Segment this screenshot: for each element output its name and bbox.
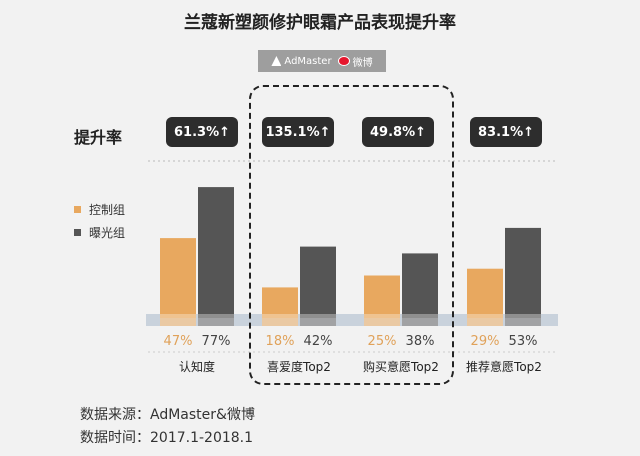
bar-base-exposed-0	[198, 314, 234, 326]
bar-base-control-0	[160, 314, 196, 326]
data-label-exposed-0: 77%	[202, 334, 231, 349]
weibo-logo: 微博	[337, 54, 373, 69]
data-label-exposed-2: 38%	[406, 334, 435, 349]
admaster-logo-text: AdMaster	[284, 55, 332, 67]
bar-base-control-3	[467, 314, 503, 326]
bar-control-3	[467, 268, 503, 318]
chart-title: 兰蔻新塑颜修护眼霜产品表现提升率	[184, 13, 456, 33]
data-label-exposed-1: 42%	[304, 334, 333, 349]
lift-badge-2: 49.8%↑	[362, 117, 434, 147]
category-label-2: 购买意愿Top2	[363, 359, 439, 374]
data-source-line: 数据来源：AdMaster&微博	[80, 407, 255, 423]
data-label-exposed-3: 53%	[509, 334, 538, 349]
legend-label-exposed: 曝光组	[89, 226, 126, 240]
category-label-0: 认知度	[179, 359, 215, 374]
admaster-mark-icon	[271, 56, 282, 66]
data-label-control-3: 29%	[471, 334, 500, 349]
lift-badge-0: 61.3%↑	[166, 117, 238, 147]
data-label-control-2: 25%	[368, 334, 397, 349]
lift-rate-label: 提升率	[74, 128, 123, 147]
legend-item-exposed: 曝光组	[74, 224, 125, 241]
weibo-eye-icon	[337, 56, 350, 66]
weibo-logo-text: 微博	[352, 57, 373, 69]
bar-base-control-1	[262, 314, 298, 326]
logo-strip: AdMaster 微博	[258, 50, 386, 72]
bar-exposed-1	[300, 246, 336, 318]
bar-exposed-2	[402, 253, 438, 318]
bar-base-exposed-3	[505, 314, 541, 326]
legend-swatch-control	[74, 206, 81, 213]
admaster-logo: AdMaster	[271, 55, 332, 67]
lift-badge-1: 135.1%↑	[262, 117, 334, 147]
bar-control-0	[160, 238, 196, 318]
legend-swatch-exposed	[74, 229, 81, 236]
highlight-dashed-frame	[249, 85, 454, 385]
lift-badge-3: 83.1%↑	[470, 117, 542, 147]
category-label-1: 喜爱度Top2	[267, 359, 331, 374]
legend-label-control: 控制组	[89, 203, 126, 217]
bar-control-1	[262, 287, 298, 318]
data-label-control-1: 18%	[266, 334, 295, 349]
bar-exposed-3	[505, 227, 541, 318]
bar-base-exposed-2	[402, 314, 438, 326]
bar-base-exposed-1	[300, 314, 336, 326]
bar-exposed-0	[198, 187, 234, 318]
category-label-3: 推荐意愿Top2	[466, 359, 542, 374]
legend-item-control: 控制组	[74, 201, 125, 218]
bar-base-control-2	[364, 314, 400, 326]
data-label-control-0: 47%	[164, 334, 193, 349]
data-period-line: 数据时间：2017.1-2018.1	[80, 430, 254, 446]
bar-control-2	[364, 275, 400, 318]
